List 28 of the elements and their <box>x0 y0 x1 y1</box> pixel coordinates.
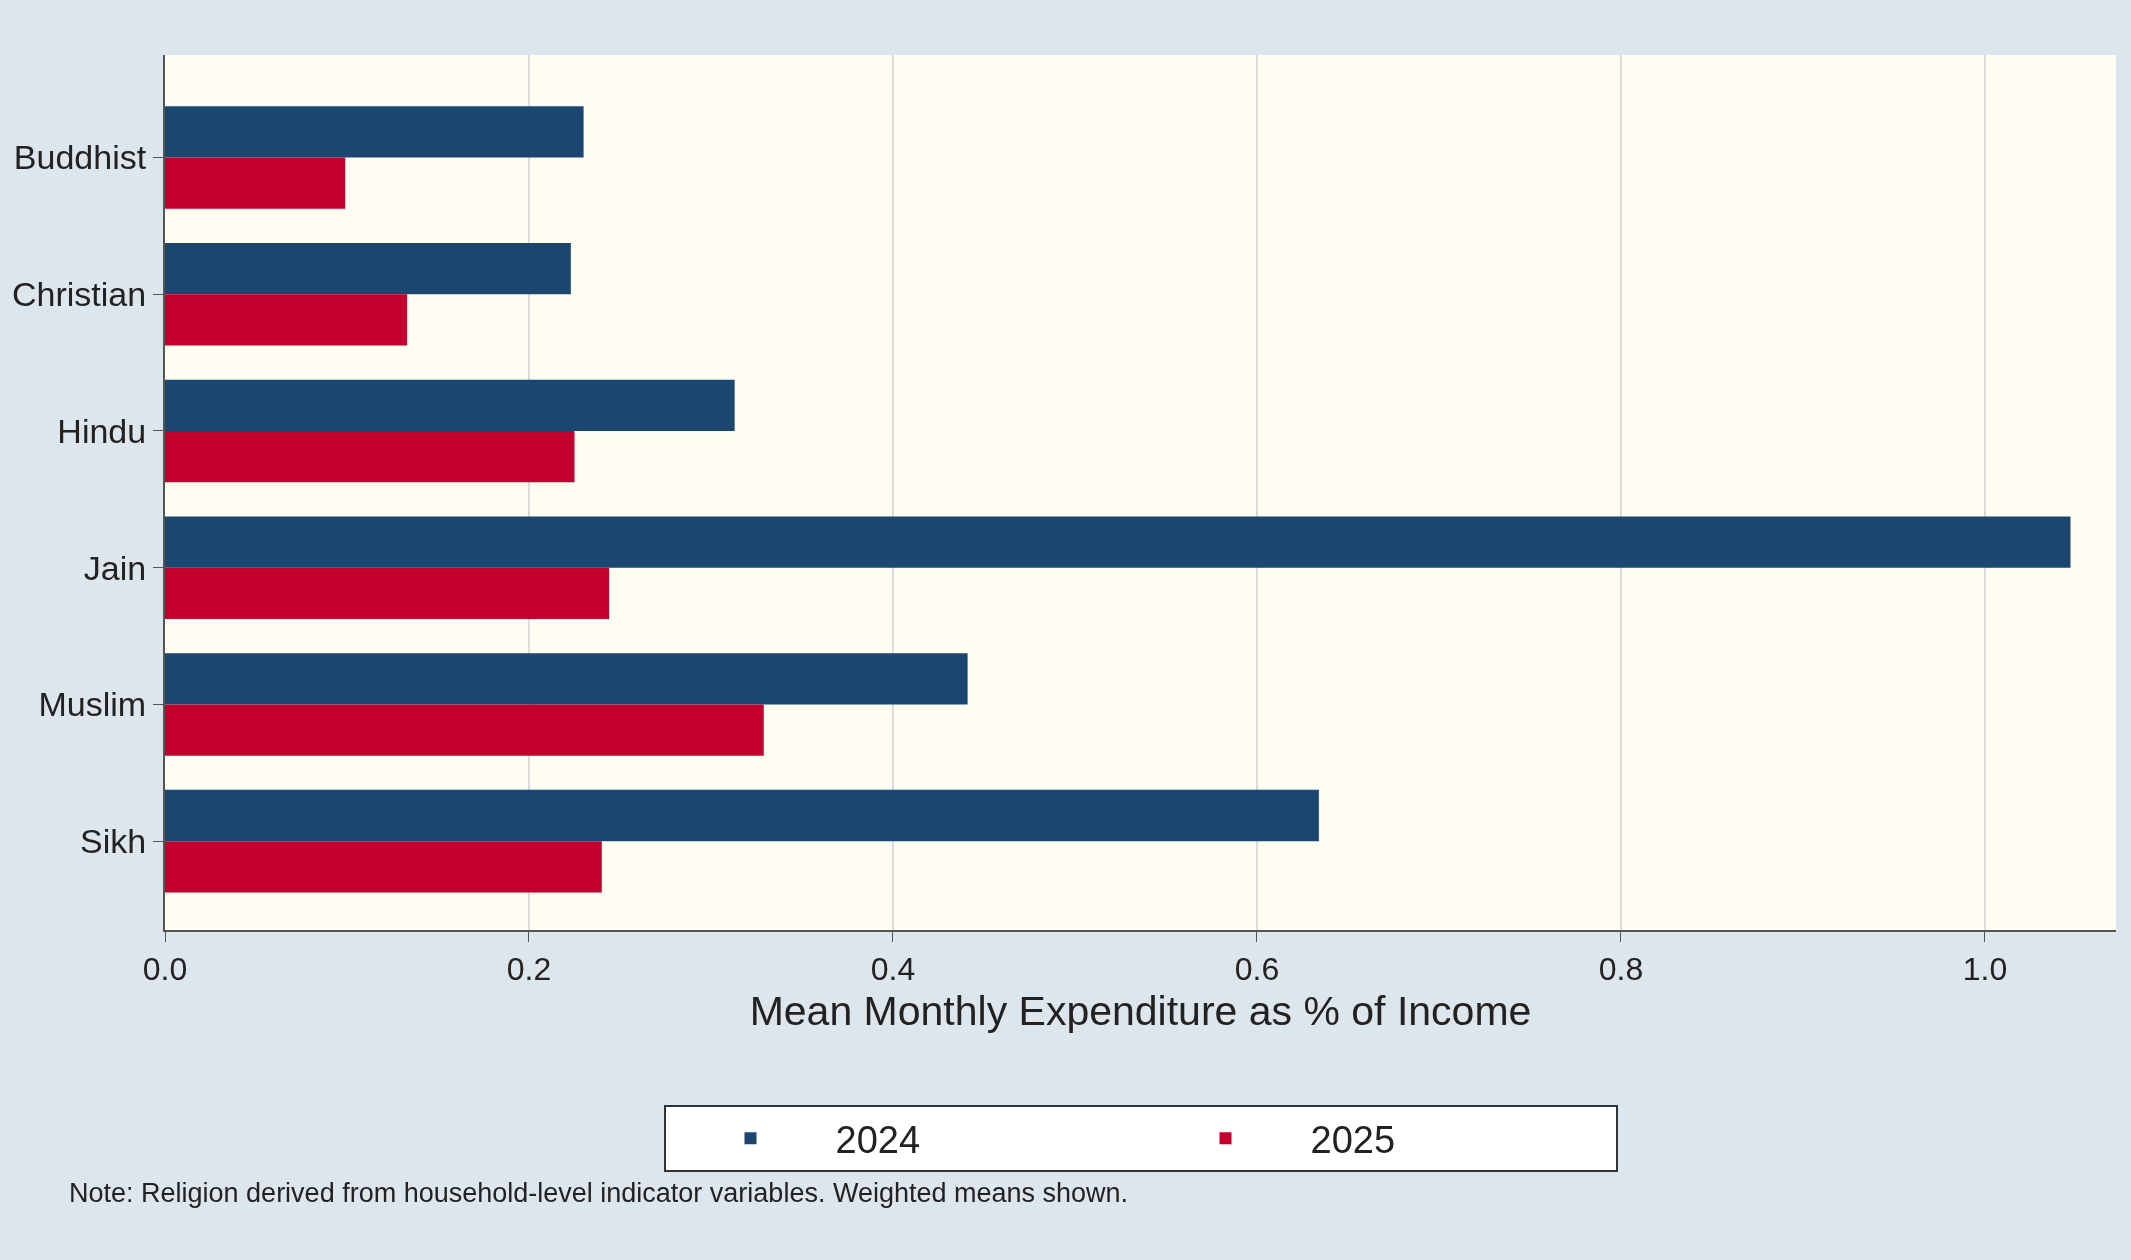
bar <box>165 294 408 346</box>
y-tick-label: Hindu <box>57 411 147 450</box>
y-tick-label: Sikh <box>80 822 147 861</box>
bar <box>165 157 346 209</box>
y-tick-label: Jain <box>83 548 147 587</box>
bar <box>165 789 1319 842</box>
x-axis-title: Mean Monthly Expenditure as % of Income <box>749 988 1532 1035</box>
x-tick-label: 0.6 <box>1234 951 1280 988</box>
x-tick-label: 0.2 <box>506 951 552 988</box>
y-tick-label: Buddhist <box>13 138 147 177</box>
bar <box>165 430 575 483</box>
bar <box>165 653 968 705</box>
bar <box>165 516 2071 568</box>
bar <box>165 841 602 893</box>
x-tick-label: 0.4 <box>870 951 916 988</box>
bar <box>165 704 764 756</box>
bar <box>165 242 571 295</box>
bar <box>165 106 584 158</box>
y-tick-label: Christian <box>12 275 147 314</box>
x-tick-label: 1.0 <box>1962 951 2008 988</box>
x-tick-label: 0.0 <box>142 951 188 988</box>
y-tick-label: Muslim <box>38 685 147 724</box>
bar <box>165 379 735 431</box>
legend-label: 2025 <box>1310 1119 1396 1162</box>
legend-label: 2024 <box>835 1119 921 1162</box>
text: Note: Religion derived from household-level indicator variables. Weighted means shown. <box>69 1178 1129 1208</box>
bar <box>165 567 610 619</box>
x-tick-label: 0.8 <box>1598 951 1644 988</box>
